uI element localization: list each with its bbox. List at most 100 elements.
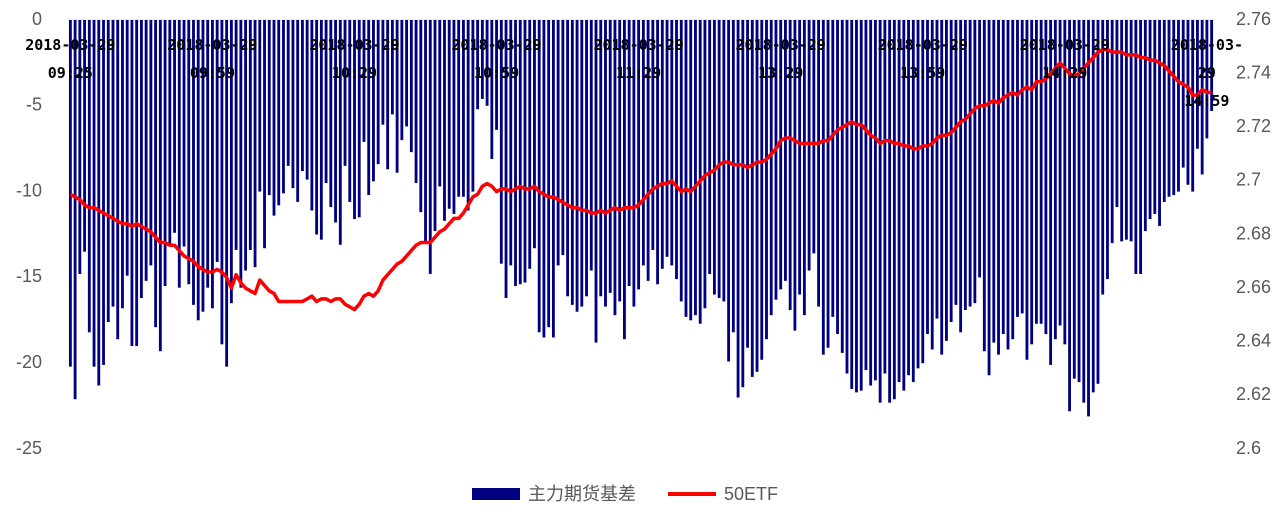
bar bbox=[632, 20, 636, 307]
legend-label: 主力期货基差 bbox=[528, 484, 636, 504]
bar bbox=[982, 20, 986, 352]
bar bbox=[130, 20, 134, 347]
bar bbox=[428, 20, 432, 274]
bar bbox=[703, 20, 707, 309]
bar bbox=[1001, 20, 1005, 335]
bar bbox=[362, 20, 366, 142]
bar bbox=[102, 20, 105, 365]
bar bbox=[523, 20, 527, 283]
y-tick-label: -25 bbox=[16, 438, 42, 458]
bar bbox=[499, 20, 503, 264]
bar bbox=[883, 20, 887, 374]
bar bbox=[660, 20, 664, 269]
bar bbox=[916, 20, 920, 369]
bar bbox=[954, 20, 958, 305]
bar bbox=[1172, 20, 1176, 196]
bar bbox=[139, 20, 143, 298]
bar bbox=[670, 20, 674, 266]
bar bbox=[409, 20, 413, 153]
bar bbox=[731, 20, 735, 333]
bar bbox=[310, 20, 314, 211]
bar bbox=[689, 20, 693, 321]
bar bbox=[248, 20, 252, 250]
bar bbox=[187, 20, 191, 285]
bar bbox=[300, 20, 304, 172]
x-tick-label: 2018-03-29 11:29 bbox=[593, 36, 684, 82]
bar bbox=[239, 20, 243, 288]
bar bbox=[930, 20, 934, 350]
bar bbox=[1082, 20, 1086, 403]
bar bbox=[878, 20, 882, 403]
bar bbox=[656, 20, 659, 285]
bar bbox=[575, 20, 579, 312]
bar bbox=[873, 20, 877, 381]
bar bbox=[1167, 20, 1171, 197]
bar bbox=[1143, 20, 1147, 232]
bar bbox=[121, 20, 124, 309]
bar bbox=[717, 20, 721, 298]
bar bbox=[1063, 20, 1067, 345]
bar bbox=[1120, 20, 1124, 242]
bar bbox=[144, 20, 148, 281]
bar bbox=[116, 20, 120, 340]
bar bbox=[940, 20, 944, 355]
bar bbox=[551, 20, 555, 338]
bar bbox=[443, 20, 446, 221]
bar bbox=[845, 20, 849, 374]
bar bbox=[386, 20, 390, 170]
bar bbox=[253, 20, 257, 268]
y-tick-label: 0 bbox=[32, 9, 42, 29]
bar bbox=[949, 20, 953, 323]
y2-tick-label: 2.64 bbox=[1236, 331, 1271, 351]
bar bbox=[1006, 20, 1010, 350]
bar bbox=[566, 20, 570, 297]
line bbox=[69, 47, 1212, 312]
y2-tick-label: 2.6 bbox=[1236, 438, 1261, 458]
bar bbox=[926, 20, 929, 335]
bar bbox=[1058, 20, 1062, 326]
bar bbox=[765, 20, 768, 340]
bar bbox=[277, 20, 281, 206]
bar bbox=[1158, 20, 1161, 226]
bar bbox=[1210, 20, 1214, 111]
bar bbox=[286, 20, 290, 166]
bar bbox=[1020, 20, 1024, 314]
bar bbox=[987, 20, 991, 376]
bar bbox=[978, 20, 982, 278]
bar bbox=[821, 20, 825, 355]
bar bbox=[817, 20, 821, 307]
bar bbox=[267, 20, 271, 196]
bar bbox=[651, 20, 655, 250]
legend-swatch bbox=[472, 488, 520, 500]
bar bbox=[324, 20, 328, 184]
bar bbox=[495, 20, 498, 130]
bar bbox=[1034, 20, 1038, 324]
y-tick-label: -10 bbox=[16, 180, 42, 200]
bar bbox=[1087, 20, 1090, 417]
bar bbox=[196, 20, 200, 321]
y2-tick-label: 2.66 bbox=[1236, 277, 1271, 297]
bar bbox=[1162, 20, 1166, 202]
bar bbox=[87, 20, 91, 333]
bar bbox=[192, 20, 195, 305]
bar bbox=[613, 20, 617, 316]
bar bbox=[461, 20, 465, 197]
bar bbox=[542, 20, 546, 338]
bar bbox=[83, 20, 86, 252]
bar bbox=[334, 20, 337, 223]
bar bbox=[547, 20, 551, 328]
bar bbox=[897, 20, 901, 383]
bar bbox=[945, 20, 948, 341]
bar bbox=[315, 20, 319, 235]
bar bbox=[802, 20, 806, 316]
bar bbox=[220, 20, 224, 345]
bar bbox=[490, 20, 494, 159]
bar bbox=[968, 20, 972, 307]
bar bbox=[774, 20, 778, 300]
bar bbox=[395, 20, 399, 173]
bar bbox=[1196, 20, 1199, 149]
bar bbox=[229, 20, 233, 304]
bar bbox=[589, 20, 593, 271]
bar bbox=[319, 20, 323, 240]
bar bbox=[163, 20, 167, 286]
